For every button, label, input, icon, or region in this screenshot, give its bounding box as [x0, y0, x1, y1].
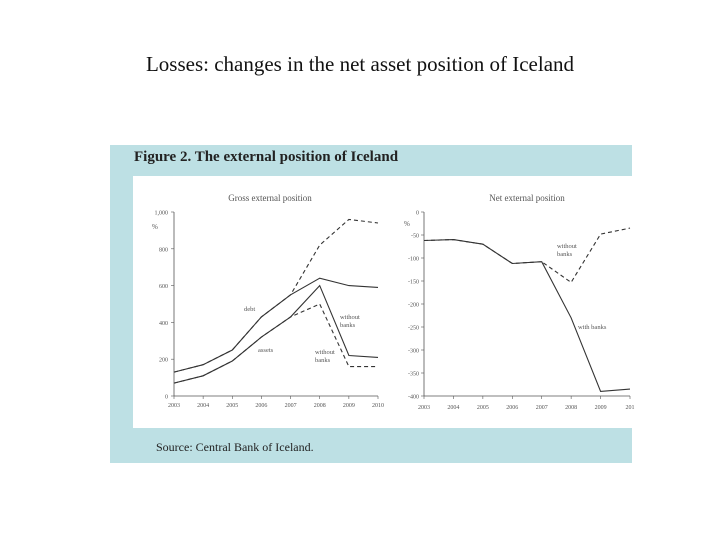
figure-title: Figure 2. The external position of Icela… — [134, 149, 399, 165]
slide-title: Losses: changes in the net asset positio… — [145, 52, 575, 76]
x-tick-label: 2004 — [197, 403, 209, 409]
series-annotation: without banks — [557, 243, 577, 258]
x-tick-label: 2009 — [595, 405, 607, 411]
chart-title-1: Gross external position — [228, 193, 312, 203]
series-annotation: debt — [244, 306, 255, 313]
x-tick-label: 2004 — [447, 405, 459, 411]
y-tick-label: 0 — [416, 211, 419, 217]
x-tick-label: 2005 — [226, 403, 238, 409]
x-tick-label: 2003 — [418, 405, 430, 411]
series-line-1-2 — [173, 277, 379, 373]
x-tick-label: 201 — [626, 405, 635, 411]
y-tick-label: -400 — [408, 395, 419, 401]
x-tick-label: 2003 — [168, 403, 180, 409]
y-tick-label: 400 — [159, 321, 168, 327]
x-tick-label: 2008 — [565, 405, 577, 411]
series-annotation: with banks — [578, 324, 607, 331]
y-tick-label: -150 — [408, 280, 419, 286]
series-line-2-2 — [423, 239, 631, 392]
y-tick-label: -100 — [408, 257, 419, 263]
x-tick-label: 2010 — [372, 403, 384, 409]
y-unit-label-2: % — [404, 220, 410, 228]
y-tick-label: 200 — [159, 358, 168, 364]
x-tick-label: 2007 — [536, 405, 548, 411]
x-tick-label: 2009 — [343, 403, 355, 409]
y-tick-label: -200 — [408, 303, 419, 309]
series-annotation: without banks — [315, 349, 335, 364]
x-tick-label: 2007 — [285, 403, 297, 409]
x-tick-label: 2006 — [506, 405, 518, 411]
y-tick-label: -250 — [408, 326, 419, 332]
y-tick-label: 1,000 — [155, 211, 169, 217]
y-tick-label: -350 — [408, 372, 419, 378]
y-unit-label-1: % — [152, 223, 158, 231]
y-tick-label: -300 — [408, 349, 419, 355]
series-annotation: assets — [258, 347, 274, 354]
x-tick-label: 2006 — [255, 403, 267, 409]
chart-panel-background — [133, 176, 632, 428]
x-tick-label: 2005 — [477, 405, 489, 411]
y-tick-label: -50 — [411, 234, 419, 240]
y-tick-label: 600 — [159, 284, 168, 290]
y-tick-label: 800 — [159, 247, 168, 253]
y-tick-label: 0 — [165, 395, 168, 401]
figure-source: Source: Central Bank of Iceland. — [156, 440, 314, 454]
series-line-1-4 — [173, 303, 378, 384]
series-annotation: without banks — [340, 314, 360, 329]
x-tick-label: 2008 — [314, 403, 326, 409]
chart-title-2: Net external position — [489, 193, 565, 203]
